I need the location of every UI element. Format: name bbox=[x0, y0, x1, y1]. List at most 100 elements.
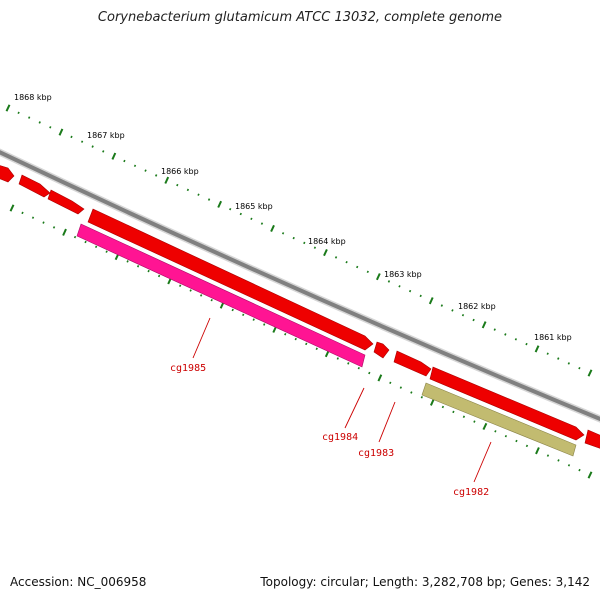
kbp-label-1863: 1863 kbp bbox=[384, 270, 422, 279]
scale-tick bbox=[515, 439, 518, 443]
scale-tick bbox=[133, 164, 137, 168]
scale-tick bbox=[368, 371, 371, 375]
feature-cg1982 bbox=[421, 382, 577, 457]
scale-tick bbox=[250, 217, 253, 221]
scale-tick bbox=[410, 391, 413, 394]
scale-tick bbox=[292, 236, 295, 240]
scale-tick bbox=[126, 260, 129, 263]
scale-tick bbox=[357, 366, 360, 370]
scale-tick bbox=[217, 200, 223, 208]
scale-tick bbox=[472, 318, 475, 322]
scale-tick bbox=[303, 241, 306, 245]
scale-tick bbox=[176, 183, 179, 187]
scale-tick bbox=[144, 169, 147, 172]
scale-tick bbox=[482, 422, 488, 431]
scale-tick bbox=[356, 265, 359, 269]
scale-tick bbox=[493, 328, 496, 331]
leader-line-cg1982 bbox=[473, 441, 492, 483]
scale-tick bbox=[263, 323, 266, 326]
scale-tick bbox=[270, 224, 275, 233]
scale-tick bbox=[91, 145, 94, 148]
accession-text: Accession: NC_006958 bbox=[10, 575, 147, 589]
scale-tick bbox=[31, 216, 35, 219]
kbp-label-1866: 1866 kbp bbox=[161, 167, 199, 176]
scale-tick bbox=[578, 366, 581, 370]
scale-tick bbox=[58, 128, 64, 136]
scale-tick bbox=[252, 318, 255, 321]
scale-tick bbox=[452, 410, 455, 414]
scale-tick bbox=[420, 396, 424, 399]
kbp-label-1862: 1862 kbp bbox=[458, 302, 496, 311]
scale-tick bbox=[38, 121, 41, 124]
scale-tick bbox=[49, 126, 52, 129]
scale-tick bbox=[231, 308, 234, 312]
scale-tick bbox=[389, 381, 392, 385]
scale-tick bbox=[514, 338, 518, 341]
scale-tick bbox=[123, 159, 126, 163]
scale-tick bbox=[136, 264, 140, 268]
scale-tick bbox=[557, 459, 560, 462]
outer-scale-ticks bbox=[5, 104, 593, 377]
scale-tick bbox=[62, 228, 67, 236]
scale-tick bbox=[440, 304, 444, 307]
scale-tick bbox=[345, 260, 348, 264]
scale-tick bbox=[154, 174, 158, 177]
kbp-label-1864: 1864 kbp bbox=[308, 237, 346, 246]
scale-tick bbox=[428, 297, 434, 305]
scale-tick bbox=[494, 430, 497, 433]
map-title: Corynebacterium glutamicum ATCC 13032, c… bbox=[97, 10, 503, 25]
scale-tick bbox=[567, 362, 571, 365]
scale-tick bbox=[587, 369, 593, 377]
scale-tick bbox=[210, 298, 213, 302]
gene-arrow bbox=[47, 189, 85, 215]
scale-tick bbox=[17, 111, 20, 115]
scale-tick bbox=[260, 222, 264, 225]
gene-arrow bbox=[373, 341, 390, 359]
scale-tick bbox=[366, 270, 369, 274]
gene-arrow bbox=[429, 366, 585, 441]
scale-tick bbox=[242, 313, 245, 317]
scale-tick bbox=[294, 337, 297, 341]
scale-tick bbox=[305, 342, 308, 346]
scale-tick bbox=[284, 332, 287, 336]
inner-scale-ticks bbox=[9, 204, 593, 479]
scale-tick bbox=[334, 256, 338, 259]
scale-tick bbox=[5, 104, 11, 112]
kbp-label-1867: 1867 kbp bbox=[87, 131, 125, 140]
scale-tick bbox=[535, 447, 540, 455]
gene-arrow bbox=[87, 208, 374, 351]
scale-tick bbox=[70, 135, 73, 139]
gene-arrow bbox=[0, 165, 15, 183]
scale-tick bbox=[336, 357, 339, 360]
scale-tick bbox=[377, 374, 383, 382]
scale-tick bbox=[399, 386, 403, 389]
scale-tick bbox=[481, 321, 487, 329]
scale-tick bbox=[281, 232, 285, 235]
scale-tick bbox=[105, 250, 108, 253]
scale-tick bbox=[461, 313, 465, 317]
scale-tick bbox=[229, 207, 232, 211]
scale-tick bbox=[567, 464, 571, 467]
gene-arrow bbox=[584, 429, 600, 449]
scale-tick bbox=[94, 245, 98, 249]
kbp-label-1865: 1865 kbp bbox=[235, 202, 273, 211]
topology-text: Topology: circular; Length: 3,282,708 bp… bbox=[260, 575, 590, 589]
scale-tick bbox=[189, 289, 192, 292]
scale-tick bbox=[387, 280, 391, 283]
scale-tick bbox=[451, 309, 454, 312]
scale-tick bbox=[546, 454, 550, 457]
feature-cg1985 bbox=[76, 223, 366, 368]
scale-tick bbox=[207, 198, 211, 201]
scale-tick bbox=[84, 240, 87, 244]
leader-line-cg1983 bbox=[378, 401, 396, 443]
scale-tick bbox=[473, 420, 476, 423]
scale-tick bbox=[323, 248, 328, 257]
scale-tick bbox=[111, 152, 117, 160]
kbp-label-1861: 1861 kbp bbox=[534, 333, 572, 342]
scale-tick bbox=[429, 398, 435, 406]
kbp-label-1868: 1868 kbp bbox=[14, 93, 52, 102]
scale-tick bbox=[52, 226, 56, 229]
scale-tick bbox=[347, 362, 350, 365]
gene-arrow bbox=[18, 174, 51, 198]
